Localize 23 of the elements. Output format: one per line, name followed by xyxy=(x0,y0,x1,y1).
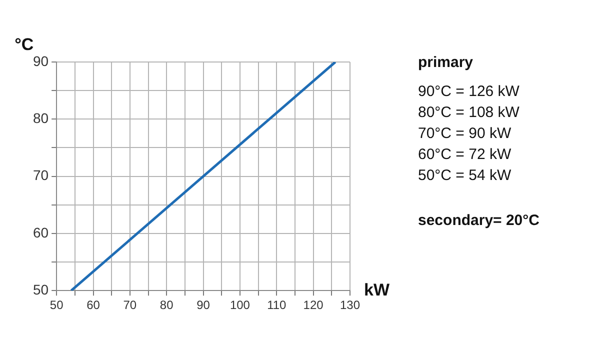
x-tick-label: 130 xyxy=(340,298,360,312)
text: secondary= 20°C xyxy=(418,211,540,231)
y-axis-title: °C xyxy=(14,35,34,54)
x-tick-label: 100 xyxy=(230,298,250,312)
y-tick-label: 90 xyxy=(32,52,49,69)
x-tick-label: 60 xyxy=(86,298,100,312)
x-tick-label: 110 xyxy=(267,298,287,312)
x-tick-label: 80 xyxy=(160,298,174,312)
y-tick-label: 50 xyxy=(32,281,49,298)
y-tick-label: 60 xyxy=(32,224,49,240)
y-tick-label: 70 xyxy=(32,167,49,184)
text: 80°C = 108 kW xyxy=(418,103,520,123)
text: 90°C = 126 kW xyxy=(418,82,520,102)
text: 50°C = 54 kW xyxy=(418,166,512,186)
x-tick-label: 50 xyxy=(50,298,64,312)
x-axis-title: kW xyxy=(364,280,390,300)
x-tick-label: 120 xyxy=(303,298,324,312)
x-tick-label: 70 xyxy=(123,298,137,312)
text: 60°C = 72 kW xyxy=(418,145,512,165)
x-tick-label: 90 xyxy=(196,298,210,312)
text: 70°C = 90 kW xyxy=(418,124,512,144)
text: primary xyxy=(418,53,474,73)
y-tick-label: 80 xyxy=(32,110,49,126)
